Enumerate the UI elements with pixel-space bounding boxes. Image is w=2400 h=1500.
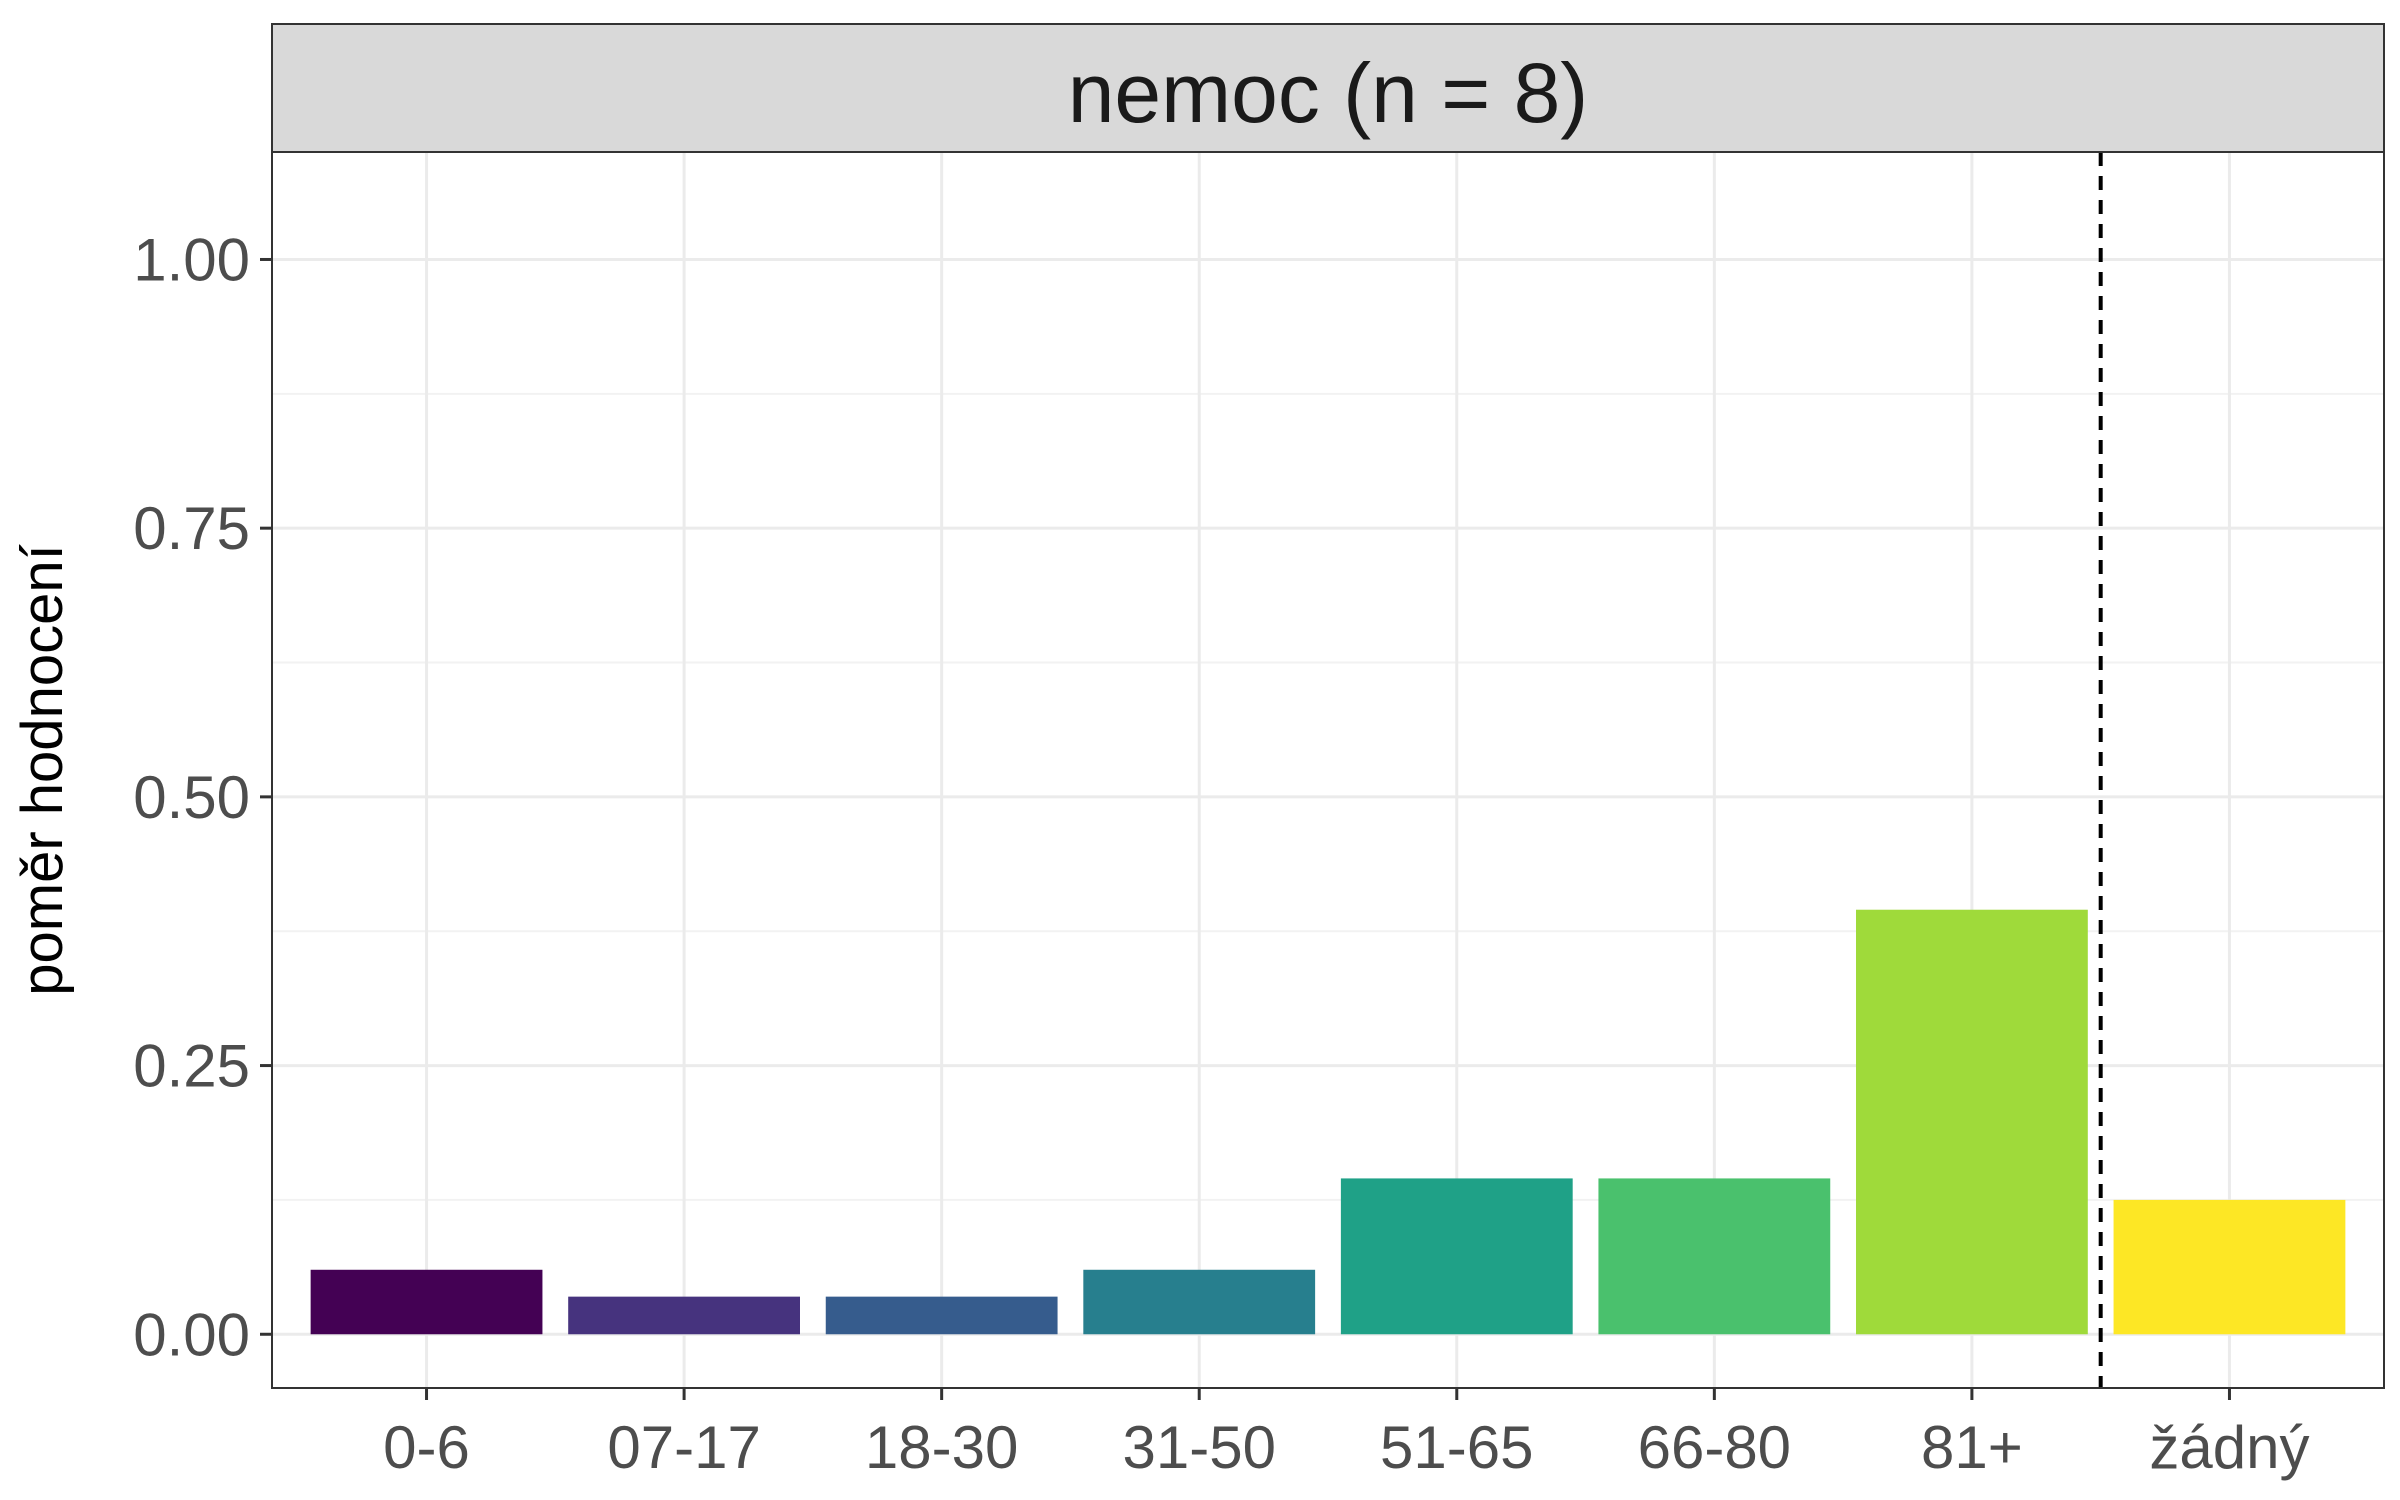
y-tick-label: 0.25 [133,1033,250,1100]
bar-31-50 [1083,1269,1316,1335]
bar-18-30 [825,1296,1058,1335]
x-tick-label: 66-80 [1638,1414,1791,1481]
x-tick-label: 31-50 [1122,1414,1275,1481]
grid-major [272,152,2384,1388]
x-tick-label: 51-65 [1380,1414,1533,1481]
facet-title: nemoc (n = 8) [1068,46,1589,140]
y-tick-label: 0.75 [133,495,250,562]
bars [310,909,2346,1335]
x-tick-label: 81+ [1921,1414,2023,1481]
y-tick-label: 0.50 [133,764,250,831]
bar-51-65 [1340,1178,1573,1335]
bar-0-6 [310,1269,543,1335]
facet-strip [271,23,2385,153]
bar-žádný [2113,1199,2346,1335]
x-tick-label: žádný [2149,1414,2309,1481]
x-tick-label: 0-6 [383,1414,470,1481]
x-tick-label: 18-30 [865,1414,1018,1481]
bar-81+ [1856,909,2088,1335]
x-tick-label: 07-17 [607,1414,760,1481]
y-axis-title: poměr hodnocení [10,544,75,995]
y-axis: 0.00 0.25 0.50 0.75 1.00 [133,226,272,1368]
x-axis: 0-6 07-17 18-30 31-50 51-65 66-80 81+ žádný [383,1388,2310,1481]
bar-66-80 [1598,1178,1831,1335]
bar-07-17 [568,1296,800,1335]
y-tick-label: 1.00 [133,226,250,293]
y-tick-label: 0.00 [133,1301,250,1368]
panel-border [271,151,2385,1389]
